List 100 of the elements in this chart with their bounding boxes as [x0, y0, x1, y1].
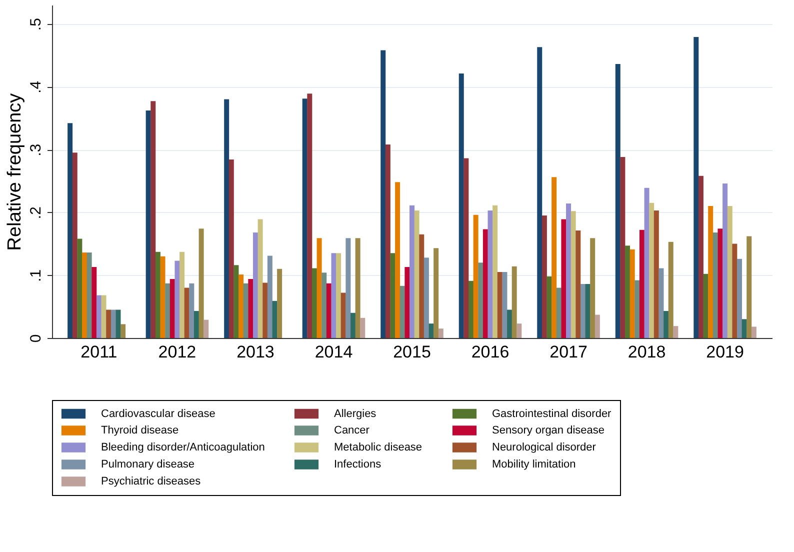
y-tick-label: .3 — [28, 144, 44, 156]
bar — [390, 253, 396, 338]
bar — [424, 258, 429, 338]
bar — [492, 205, 498, 338]
bar — [238, 274, 244, 338]
bar — [751, 326, 756, 338]
bar — [248, 278, 254, 338]
y-tick-label: 0 — [28, 334, 44, 343]
bar — [722, 183, 728, 338]
y-tick-label: .4 — [28, 80, 44, 94]
bar — [194, 310, 199, 338]
bar — [331, 253, 336, 338]
bar — [428, 324, 434, 338]
bar — [712, 232, 718, 338]
legend-label: Pulmonary disease — [101, 458, 195, 470]
bar — [340, 292, 346, 338]
bar — [110, 310, 116, 338]
bar — [404, 267, 410, 338]
legend-label: Infections — [334, 458, 382, 470]
bar — [243, 283, 248, 338]
x-tick-label: 2012 — [158, 342, 196, 362]
x-tick-label: 2014 — [314, 342, 353, 362]
y-tick-label: .2 — [28, 206, 44, 220]
bar — [585, 284, 590, 338]
legend-label: Thyroid disease — [101, 424, 179, 436]
bar — [184, 288, 190, 338]
bar — [68, 123, 73, 338]
legend-label: Sensory organ disease — [492, 424, 605, 436]
bar — [512, 266, 517, 338]
legend-label: Cancer — [334, 424, 370, 436]
bar — [101, 295, 106, 338]
bar — [556, 288, 562, 338]
bar — [400, 286, 405, 338]
bar — [644, 188, 650, 338]
bar — [464, 158, 469, 338]
bar — [267, 256, 272, 338]
bar — [170, 278, 175, 338]
bar — [478, 262, 484, 338]
bar — [580, 284, 586, 338]
bar — [468, 280, 474, 338]
legend-label: Allergies — [334, 408, 377, 420]
bar — [410, 205, 414, 338]
bar — [204, 320, 209, 338]
bar — [634, 280, 640, 338]
bar — [150, 101, 156, 338]
x-tick-label: 2011 — [80, 342, 118, 362]
bar — [146, 110, 151, 338]
bar — [746, 236, 752, 338]
bar — [703, 274, 708, 338]
bar — [561, 219, 566, 338]
bar — [698, 176, 704, 338]
bar — [346, 238, 351, 338]
bar — [252, 232, 258, 338]
bar — [654, 210, 659, 338]
bar — [160, 256, 166, 338]
x-tick-label: 2019 — [706, 342, 744, 362]
x-tick-label: 2017 — [550, 342, 588, 362]
bar — [497, 272, 502, 338]
x-tick-label: 2013 — [236, 342, 274, 362]
bar — [326, 283, 332, 338]
bar — [155, 252, 160, 338]
bar — [272, 300, 278, 338]
bar — [165, 283, 170, 338]
legend-label: Mobility limitation — [492, 458, 576, 470]
bar — [77, 238, 82, 338]
bar — [414, 210, 420, 338]
bar — [708, 206, 714, 338]
bar — [625, 246, 630, 338]
bar — [552, 177, 557, 338]
bar — [96, 295, 102, 338]
bar — [322, 272, 327, 338]
bar — [312, 268, 317, 338]
bar — [516, 324, 522, 338]
bar — [360, 318, 366, 338]
bar — [419, 234, 424, 338]
x-tick-label: 2015 — [393, 342, 431, 362]
bar — [542, 215, 547, 338]
bar — [658, 268, 664, 338]
bar — [224, 99, 230, 338]
bar — [395, 182, 400, 338]
bar — [198, 228, 204, 338]
bar — [350, 312, 356, 338]
bar — [736, 258, 742, 338]
bar — [385, 144, 390, 338]
bar — [92, 267, 97, 338]
bar — [228, 160, 234, 338]
bar — [307, 94, 312, 338]
bar — [458, 73, 464, 338]
y-tick-label: .1 — [28, 269, 44, 282]
bar — [258, 219, 263, 338]
bar — [727, 206, 732, 338]
bar — [488, 210, 493, 338]
bar — [742, 319, 747, 338]
x-tick-label: 2016 — [471, 342, 510, 362]
bar — [639, 230, 644, 338]
bar — [116, 310, 121, 338]
bar — [482, 229, 488, 338]
bar — [566, 204, 572, 338]
legend-label: Bleeding disorder/Anticoagulation — [101, 442, 265, 454]
bar — [434, 248, 439, 338]
